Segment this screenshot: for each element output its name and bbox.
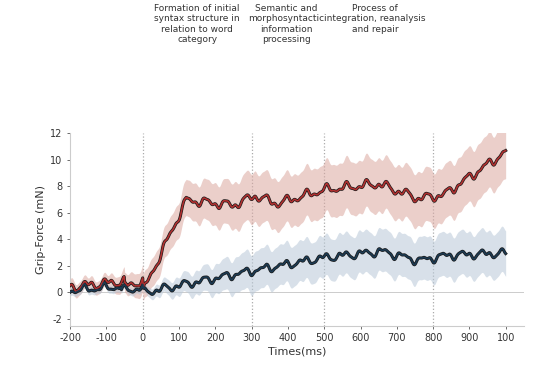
Y-axis label: Grip-Force (mN): Grip-Force (mN)	[36, 185, 46, 274]
Text: Formation of initial
syntax structure in
relation to word
category: Formation of initial syntax structure in…	[154, 4, 240, 44]
Text: Semantic and
morphosyntactic
information
processing: Semantic and morphosyntactic information…	[248, 4, 324, 44]
X-axis label: Times(ms): Times(ms)	[268, 346, 326, 356]
Text: Process of
integration, reanalysis
and repair: Process of integration, reanalysis and r…	[324, 4, 426, 34]
